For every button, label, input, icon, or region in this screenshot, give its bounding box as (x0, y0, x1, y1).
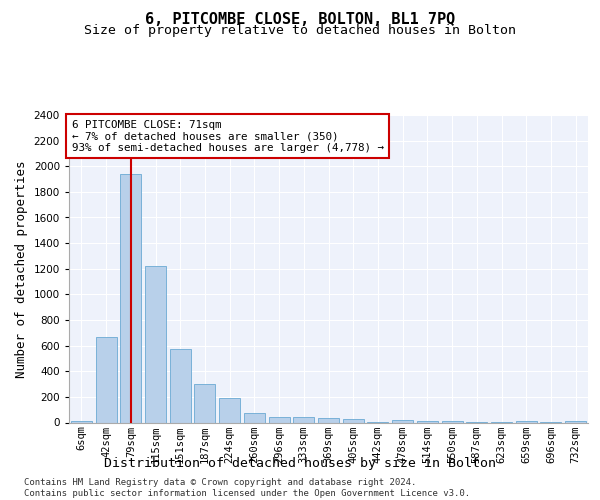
Bar (343, 418, 364, 422)
Text: Distribution of detached houses by size in Bolton: Distribution of detached houses by size … (104, 458, 496, 470)
Bar (219, 398, 240, 422)
Bar (392, 420, 413, 422)
Bar (244, 413, 265, 422)
Text: 6 PITCOMBE CLOSE: 71sqm
← 7% of detached houses are smaller (350)
93% of semi-de: 6 PITCOMBE CLOSE: 71sqm ← 7% of detached… (71, 120, 383, 153)
Bar (516, 421, 537, 422)
Bar (71, 421, 92, 422)
Text: Size of property relative to detached houses in Bolton: Size of property relative to detached ho… (84, 24, 516, 37)
Text: 6, PITCOMBE CLOSE, BOLTON, BL1 7PQ: 6, PITCOMBE CLOSE, BOLTON, BL1 7PQ (145, 12, 455, 28)
Bar (269, 416, 290, 422)
Bar (318, 418, 339, 422)
Text: Contains HM Land Registry data © Crown copyright and database right 2024.
Contai: Contains HM Land Registry data © Crown c… (24, 478, 470, 498)
Bar (442, 420, 463, 422)
Bar (145, 266, 166, 422)
Bar (565, 421, 586, 422)
Y-axis label: Number of detached properties: Number of detached properties (15, 160, 28, 378)
Bar (417, 421, 438, 422)
Bar (120, 174, 141, 422)
Bar (293, 416, 314, 422)
Bar (170, 350, 191, 422)
Bar (194, 384, 215, 422)
Bar (95, 336, 116, 422)
